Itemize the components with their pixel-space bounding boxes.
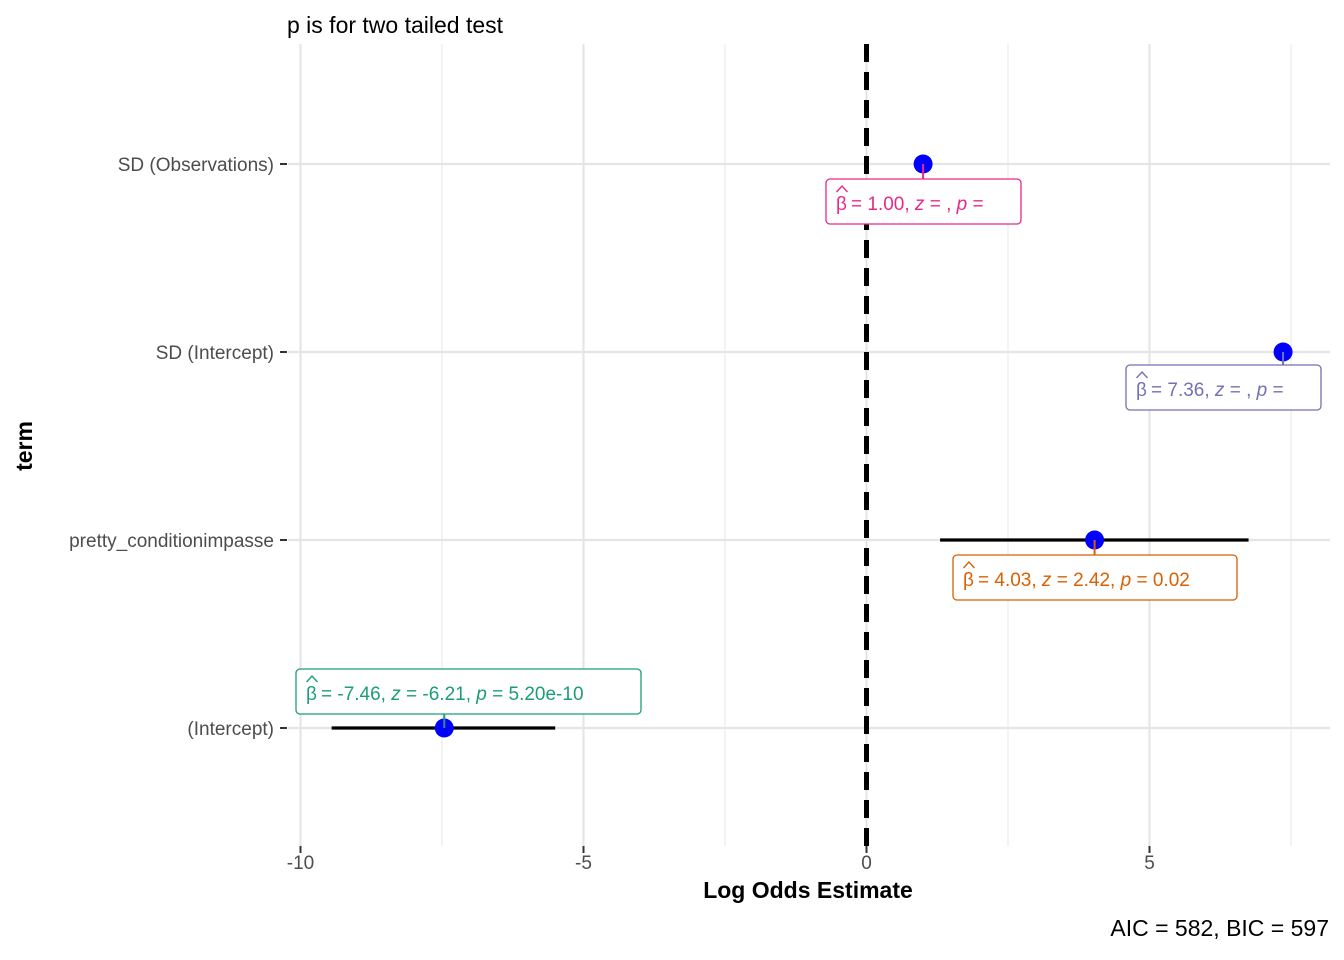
label-box xyxy=(1125,364,1322,411)
beta-symbol: β xyxy=(963,570,974,591)
label-box xyxy=(825,178,1022,225)
beta-symbol: β xyxy=(1136,380,1147,401)
y-tick-label: SD (Observations) xyxy=(118,155,274,176)
estimate-points xyxy=(434,154,1293,738)
y-tick-label: SD (Intercept) xyxy=(156,343,274,364)
beta-symbol: β xyxy=(836,194,847,215)
x-axis-title: Log Odds Estimate xyxy=(703,877,913,903)
x-tick-label: 0 xyxy=(861,853,872,874)
hat-icon xyxy=(305,674,319,683)
chart-title: p is for two tailed test xyxy=(287,12,504,38)
y-axis-ticks: SD (Observations) SD (Intercept) pretty_co… xyxy=(69,155,287,740)
estimate-label: β = -7.46, z = -6.21, p = 5.20e-10 xyxy=(295,668,642,728)
y-tick-label: pretty_conditionimpasse xyxy=(69,531,274,552)
chart-caption: AIC = 582, BIC = 597 xyxy=(1110,915,1329,941)
y-tick-label: (Intercept) xyxy=(187,719,274,740)
estimate-label: β = 1.00, z = , p = xyxy=(825,164,1022,225)
x-axis-ticks: -10 -5 0 5 xyxy=(287,846,1155,874)
label-text: = 1.00, z = , p = xyxy=(851,194,984,215)
hat-icon xyxy=(835,184,849,193)
hat-icon xyxy=(962,560,976,569)
hat-icon xyxy=(1135,370,1149,379)
x-tick-label: -5 xyxy=(575,853,592,874)
label-text: = 7.36, z = , p = xyxy=(1151,380,1284,401)
x-tick-label: 5 xyxy=(1144,853,1155,874)
estimate-label: β = 4.03, z = 2.42, p = 0.02 xyxy=(952,540,1238,601)
x-tick-label: -10 xyxy=(287,853,314,874)
estimate-labels: β = 1.00, z = , p = β = 7.36, z = , p = … xyxy=(295,164,1322,728)
label-text: = 4.03, z = 2.42, p = 0.02 xyxy=(978,570,1190,591)
beta-symbol: β xyxy=(306,684,317,705)
label-box xyxy=(952,554,1238,601)
label-text: = -7.46, z = -6.21, p = 5.20e-10 xyxy=(321,684,584,705)
y-axis-title: term xyxy=(11,421,37,471)
estimate-label: β = 7.36, z = , p = xyxy=(1125,352,1322,411)
label-box xyxy=(295,668,642,715)
